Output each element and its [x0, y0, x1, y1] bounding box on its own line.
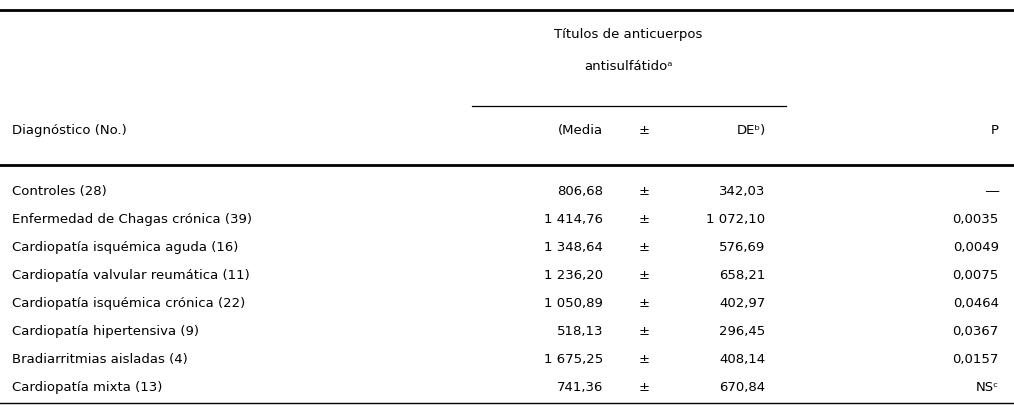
- Text: 408,14: 408,14: [720, 353, 766, 366]
- Text: ±: ±: [639, 124, 649, 137]
- Text: ―: ―: [986, 185, 999, 198]
- Text: 576,69: 576,69: [719, 241, 766, 254]
- Text: 342,03: 342,03: [719, 185, 766, 198]
- Text: Cardiopatía isquémica aguda (16): Cardiopatía isquémica aguda (16): [12, 241, 238, 254]
- Text: ±: ±: [639, 269, 649, 282]
- Text: Cardiopatía mixta (13): Cardiopatía mixta (13): [12, 381, 162, 394]
- Text: 518,13: 518,13: [557, 325, 603, 338]
- Text: Cardiopatía valvular reumática (11): Cardiopatía valvular reumática (11): [12, 269, 249, 282]
- Text: P: P: [991, 124, 999, 137]
- Text: antisulfátidoᵃ: antisulfátidoᵃ: [584, 60, 673, 73]
- Text: 402,97: 402,97: [719, 297, 766, 310]
- Text: DEᵇ): DEᵇ): [736, 124, 766, 137]
- Text: 1 072,10: 1 072,10: [707, 213, 766, 226]
- Text: 806,68: 806,68: [558, 185, 603, 198]
- Text: ±: ±: [639, 297, 649, 310]
- Text: ±: ±: [639, 381, 649, 394]
- Text: Bradiarritmias aisladas (4): Bradiarritmias aisladas (4): [12, 353, 188, 366]
- Text: 296,45: 296,45: [719, 325, 766, 338]
- Text: ±: ±: [639, 325, 649, 338]
- Text: Diagnóstico (No.): Diagnóstico (No.): [12, 124, 127, 137]
- Text: 0,0157: 0,0157: [952, 353, 999, 366]
- Text: Títulos de anticuerpos: Títulos de anticuerpos: [555, 28, 703, 41]
- Text: 0,0075: 0,0075: [952, 269, 999, 282]
- Text: 1 236,20: 1 236,20: [545, 269, 603, 282]
- Text: Enfermedad de Chagas crónica (39): Enfermedad de Chagas crónica (39): [12, 213, 252, 226]
- Text: ±: ±: [639, 241, 649, 254]
- Text: 0,0035: 0,0035: [952, 213, 999, 226]
- Text: 1 675,25: 1 675,25: [545, 353, 603, 366]
- Text: (Media: (Media: [558, 124, 603, 137]
- Text: 1 050,89: 1 050,89: [545, 297, 603, 310]
- Text: Controles (28): Controles (28): [12, 185, 106, 198]
- Text: 670,84: 670,84: [720, 381, 766, 394]
- Text: ±: ±: [639, 213, 649, 226]
- Text: 1 414,76: 1 414,76: [545, 213, 603, 226]
- Text: 0,0367: 0,0367: [952, 325, 999, 338]
- Text: ±: ±: [639, 353, 649, 366]
- Text: 1 348,64: 1 348,64: [545, 241, 603, 254]
- Text: 658,21: 658,21: [719, 269, 766, 282]
- Text: Cardiopatía hipertensiva (9): Cardiopatía hipertensiva (9): [12, 325, 199, 338]
- Text: 741,36: 741,36: [557, 381, 603, 394]
- Text: 0,0049: 0,0049: [953, 241, 999, 254]
- Text: 0,0464: 0,0464: [953, 297, 999, 310]
- Text: ±: ±: [639, 185, 649, 198]
- Text: NSᶜ: NSᶜ: [975, 381, 999, 394]
- Text: Cardiopatía isquémica crónica (22): Cardiopatía isquémica crónica (22): [12, 297, 245, 310]
